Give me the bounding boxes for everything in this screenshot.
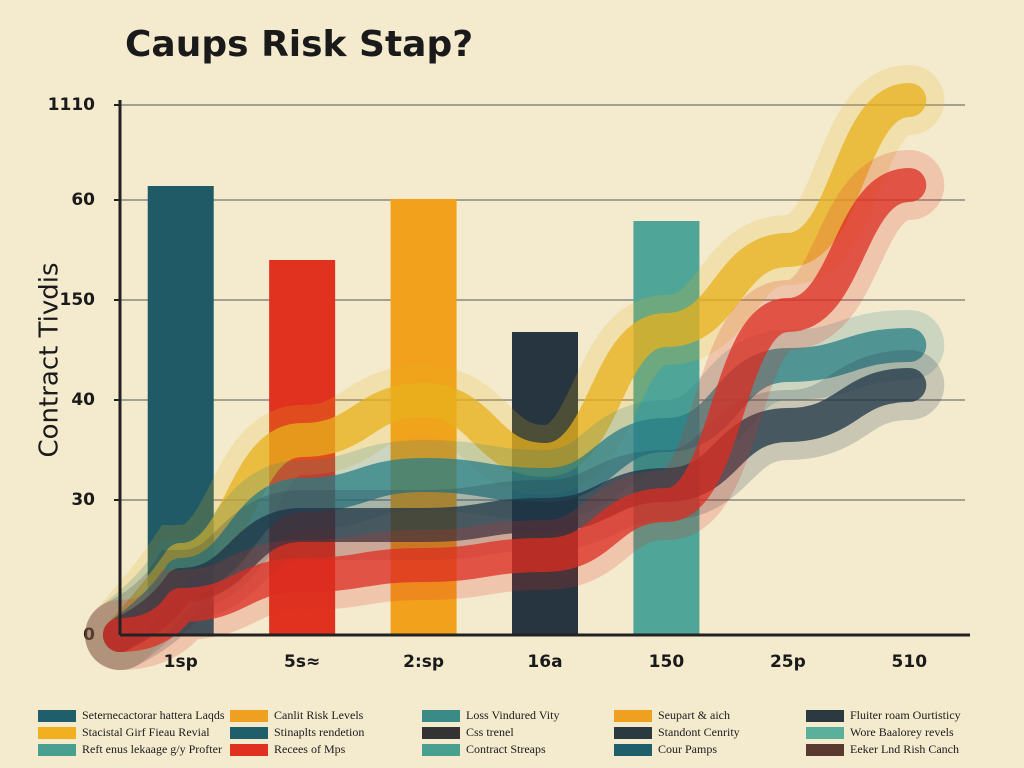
y-tick-label: 60	[71, 190, 95, 210]
legend-label: Cour Pamps	[658, 742, 717, 756]
legend-swatch	[806, 710, 844, 722]
x-tick-label: 150	[649, 652, 685, 672]
legend-swatch	[422, 744, 460, 756]
y-axis-label: Contract Tivdis	[35, 262, 65, 457]
y-tick-label: 150	[60, 290, 96, 310]
stream-edge	[85, 350, 945, 670]
legend-swatch	[38, 710, 76, 722]
stream-edge	[85, 150, 945, 670]
x-tick-label: 25p	[770, 652, 806, 672]
legend-label: Wore Baalorey revels	[850, 725, 954, 739]
legend-label: Fluiter roam Ourtisticy	[850, 708, 961, 722]
legend-label: Loss Vindured Vity	[466, 708, 559, 722]
legend-swatch	[614, 727, 652, 739]
y-tick-label: 0	[83, 625, 95, 645]
x-tick-label: 2:sp	[403, 652, 444, 672]
legend-swatch	[422, 710, 460, 722]
legend-label: Stacistal Girf Fieau Revial	[82, 725, 210, 739]
legend-label: Canlit Risk Levels	[274, 708, 364, 722]
stream	[103, 168, 927, 652]
legend-swatch	[230, 744, 268, 756]
legend-swatch	[38, 727, 76, 739]
legend-label: Seternecactorar hattera Laqds	[82, 708, 225, 722]
y-tick-label: 1110	[48, 95, 95, 115]
y-tick-label: 30	[71, 490, 95, 510]
stream	[103, 83, 927, 652]
legend-label: Seupart & aich	[658, 708, 730, 722]
y-tick-label: 40	[71, 390, 95, 410]
legend-label: Reft enus lekaage g/y Profter	[82, 742, 222, 756]
legend-swatch	[614, 744, 652, 756]
x-tick-label: 16a	[527, 652, 562, 672]
legend-label: Stinaplts rendetion	[274, 725, 364, 739]
stream-edge	[85, 65, 945, 670]
legend-swatch	[806, 727, 844, 739]
x-tick-label: 510	[892, 652, 928, 672]
legend-label: Css trenel	[466, 725, 514, 739]
legend-label: Contract Streaps	[466, 742, 546, 756]
x-tick-label: 1sp	[164, 652, 198, 672]
legend-swatch	[230, 727, 268, 739]
legend-swatch	[230, 710, 268, 722]
legend-swatch	[38, 744, 76, 756]
legend-label: Recees of Mps	[274, 742, 346, 756]
legend-label: Eeker Lnd Rish Canch	[850, 742, 959, 756]
legend-label: Standont Cenrity	[658, 725, 740, 739]
legend-swatch	[614, 710, 652, 722]
stream	[103, 368, 927, 652]
chart-title: Caups Risk Stap?	[125, 24, 473, 65]
legend-swatch	[806, 744, 844, 756]
x-tick-label: 5s≈	[284, 652, 320, 672]
legend-swatch	[422, 727, 460, 739]
